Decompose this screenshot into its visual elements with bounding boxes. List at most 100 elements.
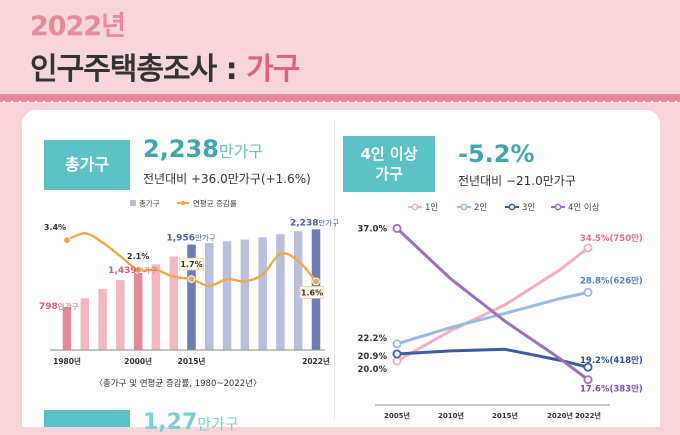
value-label-2000: 1,439만가구 <box>108 266 157 276</box>
value-unit-2022: 만가구 <box>318 218 339 227</box>
series-line-2 <box>395 347 590 369</box>
value-label-2015: 1,956만가구 <box>167 234 216 244</box>
value-number-2022: 2,238 <box>290 218 318 228</box>
value-number-2000: 1,439 <box>108 266 136 276</box>
bar-total-2015 <box>187 244 196 350</box>
legend-marker-rate <box>180 200 186 206</box>
bar-total-2019 <box>258 237 267 350</box>
decorative-dots <box>0 100 680 104</box>
rate-label-group-1980: 3.4% <box>44 223 66 232</box>
chart-caption: 〈총가구 및 연평균 증감률, 1980~2022년〉 <box>95 378 262 389</box>
series-point-1-2005 <box>392 339 402 349</box>
bar-total-1995 <box>116 280 125 350</box>
value-label-2022: 2,238만가구 <box>290 218 339 228</box>
end-label-2: 19.2%(418만) <box>580 355 643 366</box>
bar-total-2020 <box>276 234 285 350</box>
value-number-1980: 798 <box>39 302 58 312</box>
legend-marker-2 <box>508 203 516 211</box>
bar-total-1985 <box>80 298 90 350</box>
four-plus-change: 전년대비 −21.0만가구 <box>458 174 576 188</box>
rate-point-1980 <box>63 236 71 245</box>
legend-marker-3 <box>554 203 562 211</box>
x-tick-label-2010: 2010년 <box>438 411 464 420</box>
start-label-1: 22.2% <box>358 334 388 344</box>
series-point-0-2022 <box>583 243 593 253</box>
rate-label-2000: 2.1% <box>127 252 149 261</box>
x-tick-label-2015: 2015년 <box>492 411 518 420</box>
rate-label-2022: 1.6% <box>301 288 323 297</box>
legend-swatch-total <box>130 200 136 206</box>
rate-label-box-2015 <box>179 257 204 271</box>
rate-label-group-2015: 1.7% <box>179 257 204 271</box>
bar-total-1990 <box>98 288 107 350</box>
header: 2022년 인구주택총조사 : 가구 <box>0 0 680 92</box>
rate-label-group-2022: 1.6% <box>299 286 325 299</box>
x-tick-label-2022: 2022년 <box>575 411 601 420</box>
page-title: 인구주택총조사 : 가구 <box>30 44 300 88</box>
title-accent: 가구 <box>246 52 300 87</box>
panel-divider <box>334 120 335 420</box>
legend-marker-0 <box>411 203 419 211</box>
four-plus-tag-line1: 4인 이상 <box>360 145 418 163</box>
bar-total-2021 <box>293 231 303 350</box>
value-unit-2000: 만가구 <box>137 266 158 275</box>
x-tick-label-2022: 2022년 <box>302 356 330 366</box>
end-label-3: 17.6%(383만) <box>580 384 643 395</box>
total-households-value: 2,238만가구 <box>143 135 263 163</box>
value-number-2015: 1,956 <box>167 234 195 244</box>
legend-label-rate: 연평균 증감률 <box>193 198 237 208</box>
legend-label-1: 2인 <box>474 202 487 213</box>
bar-total-1980 <box>62 306 72 350</box>
legend-label-total: 총가구 <box>139 199 160 208</box>
start-label-0: 20.0% <box>358 365 388 375</box>
value-label-1980: 798만가구 <box>39 302 79 312</box>
legend-label-0: 1인 <box>425 202 438 213</box>
series-line-0 <box>395 246 590 363</box>
legend-marker-1 <box>460 203 468 211</box>
page-year: 2022년 <box>30 11 126 42</box>
series-point-3-2005 <box>392 223 402 233</box>
start-label-3: 37.0% <box>358 224 388 234</box>
start-label-2: 20.9% <box>358 352 388 362</box>
series-point-2-2022 <box>583 362 593 372</box>
bar-total-2010 <box>169 256 178 350</box>
four-plus-value: -5.2% <box>458 140 535 168</box>
rate-label-2015: 1.7% <box>180 260 202 269</box>
x-tick-label-2005: 2005년 <box>384 411 410 420</box>
series-point-2-2005 <box>392 349 402 359</box>
value-unit-1980: 만가구 <box>58 302 79 311</box>
next-section-tag <box>44 410 130 427</box>
end-label-0: 34.5%(750만) <box>580 233 643 244</box>
four-plus-tag-line2: 가구 <box>375 165 403 183</box>
rate-point-2022 <box>312 277 320 286</box>
rate-label-1980: 3.4% <box>44 223 66 232</box>
x-tick-label-2015: 2015년 <box>178 356 206 366</box>
x-tick-label-2020: 2020년 <box>547 411 573 420</box>
bar-total-2000 <box>133 272 143 350</box>
rate-label-group-2000: 2.1% <box>127 252 149 261</box>
x-tick-label-1980: 1980년 <box>53 356 81 366</box>
bar-total-2018 <box>240 239 250 350</box>
series-point-1-2022 <box>583 287 593 297</box>
series-point-3-2022 <box>583 375 593 385</box>
legend-label-3: 4인 이상 <box>568 202 600 213</box>
bar-total-2017 <box>222 241 232 350</box>
total-value-number: 2,238 <box>143 135 219 163</box>
end-label-1: 28.8%(626만) <box>580 275 643 286</box>
total-households-change: 전년대비 +36.0만가구(+1.6%) <box>143 172 311 186</box>
legend-label-2: 3인 <box>522 202 535 213</box>
value-unit-2015: 만가구 <box>195 234 216 243</box>
rate-point-2000 <box>134 266 143 274</box>
rate-label-box-2022 <box>299 286 325 299</box>
series-line-1 <box>395 290 590 346</box>
x-tick-label-2000: 2000년 <box>124 356 152 366</box>
bar-total-2016 <box>205 243 214 350</box>
decorative-band <box>0 94 680 102</box>
total-households-tag: 총가구 <box>44 140 130 190</box>
series-line-3 <box>395 226 590 382</box>
total-value-unit: 만가구 <box>218 142 264 161</box>
rate-point-2015 <box>187 275 196 283</box>
